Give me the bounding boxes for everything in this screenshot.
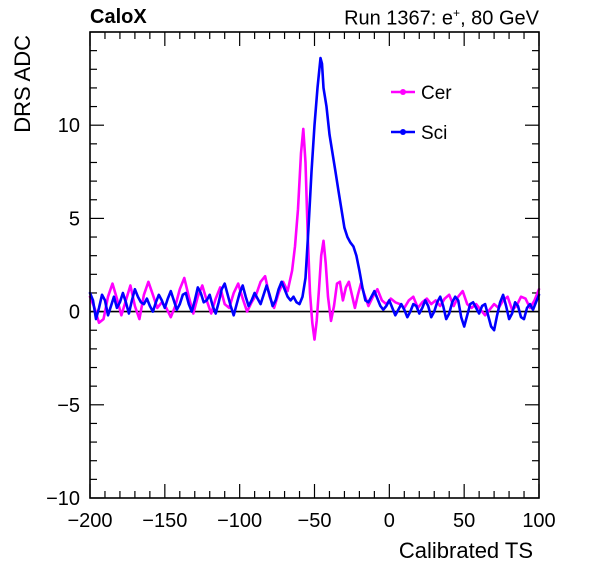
axis-ticks [89,31,540,499]
run-info-prefix: Run 1367: e [344,7,454,30]
x-tick-label: −50 [298,510,332,532]
data-series [88,56,541,341]
x-tick-label: 0 [384,510,395,532]
y-tick-label: −5 [57,395,80,417]
run-info-label: Run 1367: e+, 80 GeV [344,6,539,31]
series-line-sci [88,56,541,332]
x-axis-label: Calibrated TS [399,538,533,563]
y-tick-labels: −10 −5 0 5 10 [46,115,80,510]
x-tick-label: −150 [142,510,187,532]
x-tick-label: 100 [522,510,555,532]
experiment-label: CaloX [90,6,147,28]
y-tick-label: 0 [69,302,80,324]
y-axis-label: DRS ADC [10,35,35,133]
x-tick-label: −200 [67,510,112,532]
legend-label-cer: Cer [421,83,452,104]
legend: Cer Sci [391,83,452,144]
y-tick-label: −10 [46,488,80,510]
plot-frame [89,31,540,499]
run-info-suffix: , 80 GeV [460,7,539,30]
x-tick-label: 50 [453,510,475,532]
x-tick-label: −100 [217,510,262,532]
y-tick-label: 10 [58,115,80,137]
legend-marker-sci [400,129,406,135]
legend-label-sci: Sci [421,123,447,144]
y-tick-label: 5 [69,208,80,230]
run-info-charge: + [453,6,461,20]
legend-marker-cer [400,89,406,95]
series-line-cer [88,127,541,341]
x-tick-labels: −200 −150 −100 −50 0 50 100 [67,510,555,532]
